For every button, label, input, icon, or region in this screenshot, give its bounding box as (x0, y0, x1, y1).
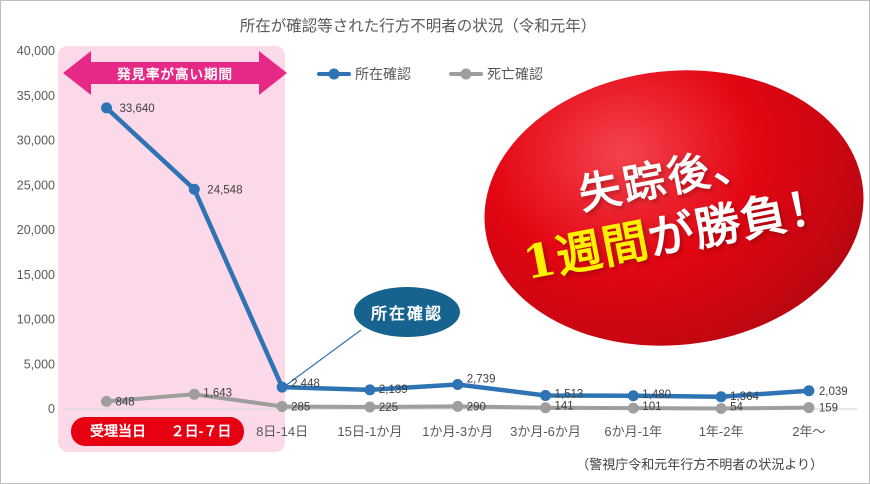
highlight-band (58, 46, 285, 452)
data-label: 1,364 (730, 391, 759, 403)
data-label: 101 (642, 401, 661, 413)
data-label: 2,139 (379, 384, 408, 396)
y-tick-label: 5,000 (24, 357, 55, 371)
data-point (540, 402, 551, 414)
data-label: 2,739 (467, 373, 496, 385)
data-label: 24,548 (207, 184, 242, 196)
data-point (276, 381, 288, 393)
data-point (715, 391, 727, 403)
data-label: 2,039 (819, 386, 848, 398)
data-point (276, 400, 288, 412)
data-point (101, 395, 112, 407)
highlight-category-box (71, 417, 244, 446)
line-marker-icon (317, 68, 351, 80)
data-point (364, 401, 376, 413)
data-point (452, 400, 464, 412)
legend-item-location-confirmed: 所在確認 (317, 64, 411, 84)
data-label: 1,480 (642, 389, 671, 401)
callout-pointer-line (284, 329, 362, 387)
y-tick-label: 0 (48, 402, 55, 416)
chart-legend: 所在確認 死亡確認 (317, 64, 543, 84)
x-category-label: 3か月-6か月 (510, 424, 581, 439)
data-label: 1,643 (203, 387, 232, 399)
data-point (627, 402, 639, 414)
x-category-label: 15日-1か月 (337, 424, 402, 439)
data-label: 159 (819, 403, 838, 415)
location-confirmed-callout: 所在確認 (354, 287, 460, 337)
y-tick-label: 30,000 (17, 134, 55, 148)
dot-icon (328, 68, 340, 80)
data-point (452, 378, 464, 390)
highlight-band-label: 発見率が高い期間 (117, 67, 233, 82)
source-note: （警視庁令和元年行方不明者の状況より） (576, 457, 823, 472)
data-point (188, 388, 200, 400)
x-category-label: 6か月-1年 (604, 424, 662, 439)
data-label: 2,448 (291, 378, 320, 390)
chart-title: 所在が確認等された行方不明者の状況（令和元年） (239, 18, 597, 35)
legend-label: 死亡確認 (487, 66, 543, 82)
data-point (188, 183, 200, 195)
y-tick-label: 25,000 (17, 178, 55, 192)
data-point (627, 390, 639, 402)
data-label: 54 (730, 402, 743, 414)
y-tick-label: 35,000 (17, 89, 55, 103)
line-marker-icon (449, 68, 483, 80)
dot-icon (460, 68, 472, 80)
legend-label: 所在確認 (355, 66, 411, 82)
data-label: 141 (555, 401, 574, 413)
data-label: 33,640 (120, 103, 155, 115)
data-point (803, 385, 815, 397)
y-tick-label: 10,000 (17, 313, 55, 327)
data-point (364, 384, 376, 396)
data-point (101, 102, 112, 114)
callout-label: 所在確認 (370, 306, 443, 323)
x-category-label: 2年～ (792, 424, 825, 439)
x-category-label: 1か月-3か月 (422, 424, 493, 439)
y-tick-label: 20,000 (17, 223, 55, 237)
x-category-label: ２日-７日 (171, 423, 232, 439)
data-label: 848 (116, 396, 135, 408)
y-tick-label: 40,000 (17, 44, 55, 58)
legend-item-death-confirmed: 死亡確認 (449, 64, 543, 84)
data-point (540, 389, 551, 401)
data-point (803, 402, 815, 414)
y-tick-label: 15,000 (17, 268, 55, 282)
x-category-label: 受理当日 (90, 423, 146, 439)
data-point (715, 403, 727, 415)
data-label: 225 (379, 402, 398, 414)
x-category-label: 8日-14日 (256, 424, 308, 439)
x-category-label: 1年-2年 (699, 424, 744, 439)
data-label: 1,513 (555, 388, 584, 400)
data-label: 290 (467, 401, 486, 413)
data-label: 285 (291, 401, 310, 413)
